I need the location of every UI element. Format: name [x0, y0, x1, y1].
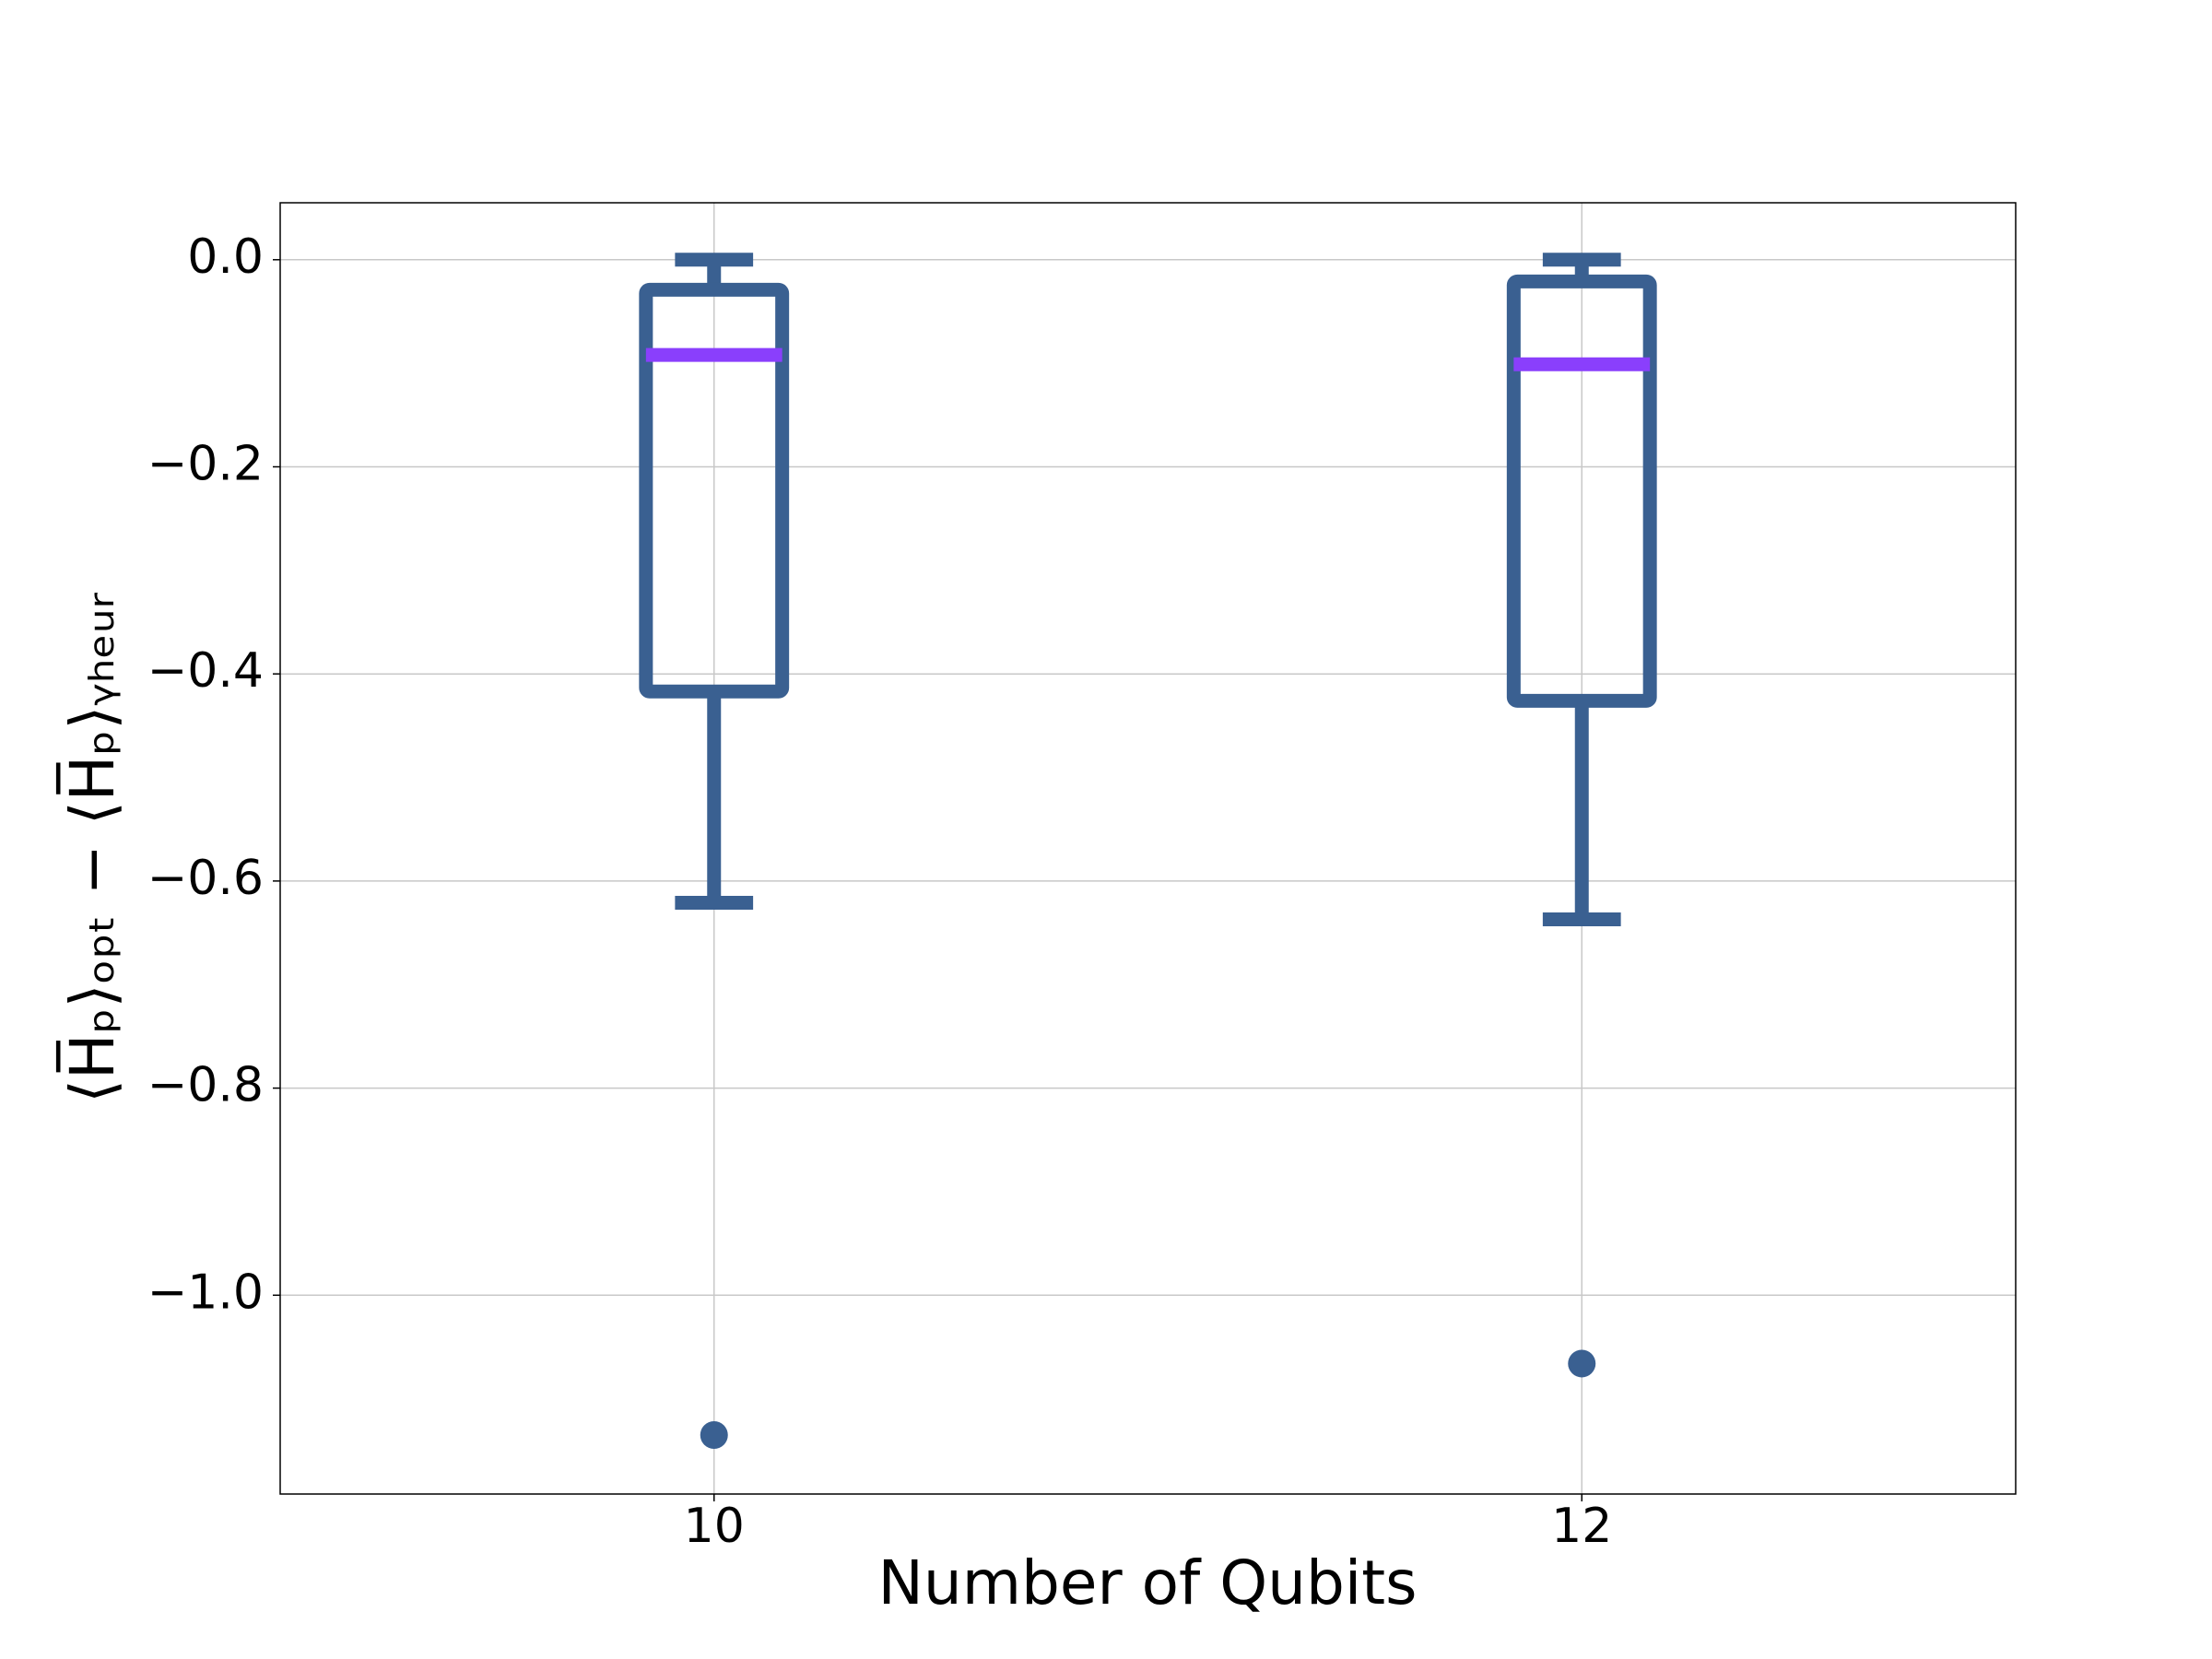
flier: [1568, 1349, 1596, 1378]
plot-frame: [279, 202, 2017, 1495]
y-tick-label: −0.4: [147, 643, 264, 699]
y-tick-label: −0.6: [147, 851, 264, 906]
x-tick-label: 10: [684, 1499, 745, 1554]
x-axis-label: Number of Qubits: [878, 1547, 1418, 1618]
y-tick-label: −0.8: [147, 1058, 264, 1113]
y-tick-label: −0.2: [147, 436, 264, 491]
flier: [700, 1420, 728, 1449]
y-axis-label: ⟨H̅ₚ⟩ₒₚₜ − ⟨H̅ₚ⟩ᵧₕₑᵤᵣ: [56, 592, 128, 1103]
x-tick-label: 12: [1551, 1499, 1612, 1554]
y-tick-label: 0.0: [187, 229, 264, 285]
y-tick-label: −1.0: [147, 1265, 264, 1320]
box: [1506, 274, 1657, 708]
box: [639, 282, 790, 699]
